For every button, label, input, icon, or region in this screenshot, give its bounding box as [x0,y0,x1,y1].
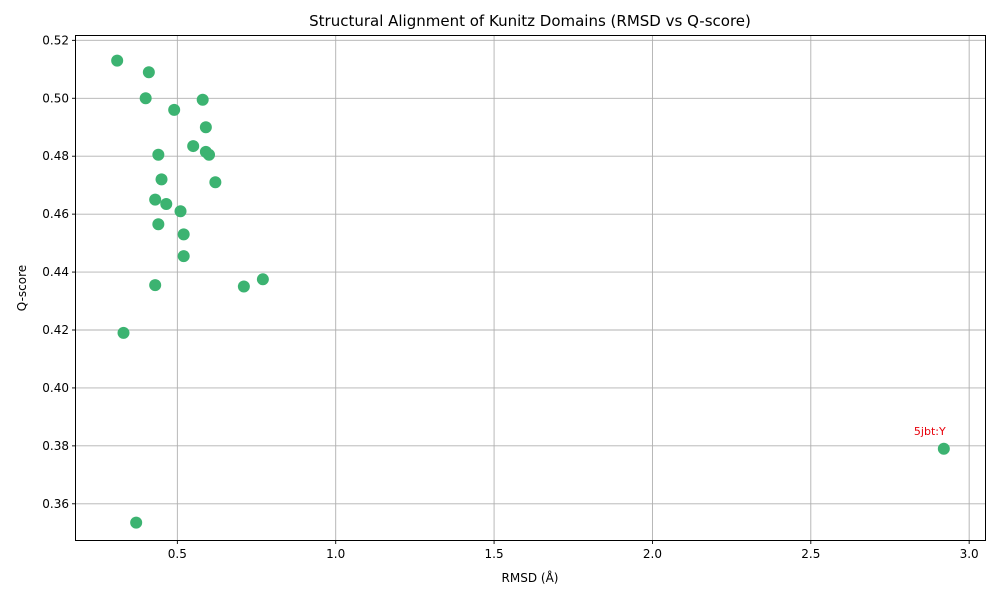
x-tick-label: 2.5 [801,547,820,561]
data-point [237,280,250,293]
y-tick-label: 0.44 [42,265,69,279]
data-point [117,326,130,339]
y-tick-label: 0.46 [42,207,69,221]
data-point [111,54,124,67]
data-point [152,218,165,231]
data-point [199,121,212,134]
data-point [149,193,162,206]
point-annotation: 5jbt:Y [914,425,946,438]
data-point [256,273,269,286]
y-tick-label: 0.50 [42,91,69,105]
x-tick-label: 3.0 [960,547,979,561]
data-points: 5jbt:Y [111,54,950,529]
y-tick-label: 0.40 [42,381,69,395]
y-tick-label: 0.38 [42,439,69,453]
data-point [155,173,168,186]
data-point [174,205,187,218]
data-point [160,198,173,210]
data-point [196,93,209,106]
data-point [149,279,162,292]
data-point [139,92,152,105]
grid [76,36,985,540]
x-tick-label: 1.0 [326,547,345,561]
data-point [209,176,222,189]
axis-ticks: 0.5 1.0 1.5 2.0 2.5 3.0 0.36 0.38 0.40 0.42 0.44 0.… [42,33,978,561]
y-axis-label: Q-score [15,265,29,311]
chart-title: Structural Alignment of Kunitz Domains (… [309,12,751,30]
data-point [168,103,181,116]
data-point [152,148,165,161]
y-tick-label: 0.52 [42,33,69,47]
x-tick-label: 1.5 [485,547,504,561]
data-point [177,228,190,241]
x-tick-label: 0.5 [168,547,187,561]
y-tick-label: 0.48 [42,149,69,163]
data-point [142,66,155,79]
x-axis-label: RMSD (Å) [502,570,559,585]
data-point [203,148,216,161]
data-point [130,516,143,529]
y-tick-label: 0.36 [42,497,69,511]
data-point [187,140,200,153]
data-point [177,250,190,263]
x-tick-label: 2.0 [643,547,662,561]
plot-frame [75,35,986,541]
y-tick-label: 0.42 [42,323,69,337]
data-point [937,442,950,455]
